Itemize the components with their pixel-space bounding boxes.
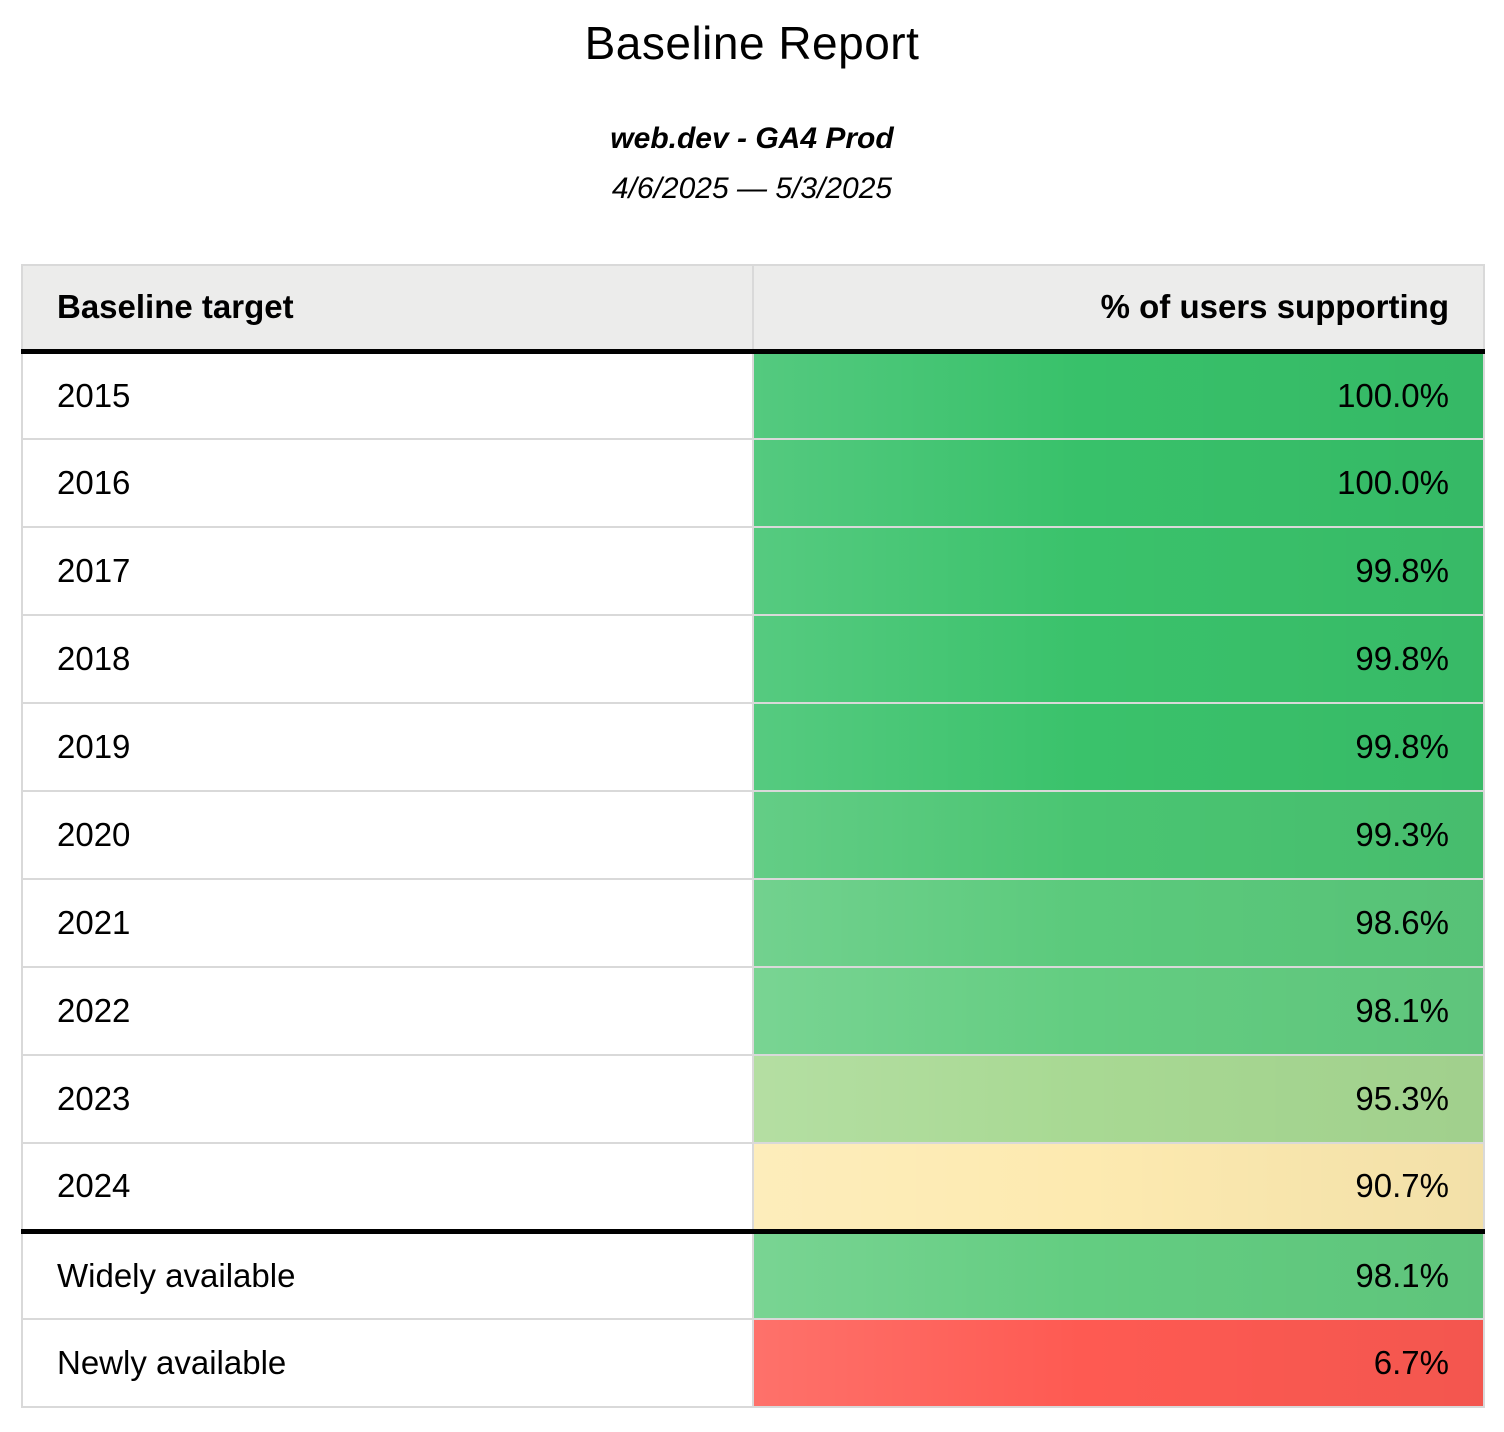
- table-row: 2016 100.0%: [21, 438, 1485, 528]
- row-value: 99.8%: [752, 614, 1485, 704]
- table-row: 2017 99.8%: [21, 526, 1485, 616]
- row-value: 90.7%: [752, 1142, 1485, 1232]
- row-label: 2020: [21, 790, 754, 880]
- row-label: 2024: [21, 1142, 754, 1232]
- row-value: 99.3%: [752, 790, 1485, 880]
- row-label: 2019: [21, 702, 754, 792]
- row-value-text: 99.8%: [1355, 728, 1449, 765]
- row-value-text: 99.8%: [1355, 552, 1449, 589]
- row-value-text: 6.7%: [1373, 1344, 1449, 1381]
- table-row: 2019 99.8%: [21, 702, 1485, 792]
- row-value: 99.8%: [752, 702, 1485, 792]
- table-row: 2018 99.8%: [21, 614, 1485, 704]
- table-row-widely-available: Widely available 98.1%: [21, 1228, 1485, 1321]
- table-row-newly-available: Newly available 6.7%: [21, 1318, 1485, 1408]
- row-value-text: 99.8%: [1355, 640, 1449, 677]
- row-value: 98.6%: [752, 878, 1485, 968]
- table-row: 2023 95.3%: [21, 1054, 1485, 1144]
- row-value: 100.0%: [752, 438, 1485, 528]
- row-label: 2015: [21, 350, 754, 440]
- table-row: 2015 100.0%: [21, 350, 1485, 440]
- table-row: 2024 90.7%: [21, 1142, 1485, 1232]
- row-value-text: 100.0%: [1337, 376, 1449, 414]
- row-value-text: 98.6%: [1355, 904, 1449, 941]
- row-value: 98.1%: [752, 1228, 1485, 1321]
- row-value: 100.0%: [752, 350, 1485, 440]
- row-value: 99.8%: [752, 526, 1485, 616]
- column-header-percent-supporting: % of users supporting: [752, 264, 1485, 354]
- table-header-row: Baseline target % of users supporting: [21, 264, 1485, 354]
- report-date-range: 4/6/2025 — 5/3/2025: [611, 172, 893, 205]
- row-label: 2021: [21, 878, 754, 968]
- row-value-text: 90.7%: [1355, 1167, 1449, 1205]
- row-value-text: 100.0%: [1337, 464, 1449, 501]
- row-label: 2022: [21, 966, 754, 1056]
- row-value-text: 98.1%: [1355, 992, 1449, 1029]
- row-value: 6.7%: [752, 1318, 1485, 1408]
- row-label: 2023: [21, 1054, 754, 1144]
- row-value: 98.1%: [752, 966, 1485, 1056]
- baseline-table: Baseline target % of users supporting 20…: [21, 264, 1485, 1408]
- table-row: 2022 98.1%: [21, 966, 1485, 1056]
- row-value-text: 98.1%: [1355, 1256, 1449, 1294]
- report-subtitle: web.dev - GA4 Prod: [610, 122, 894, 155]
- table-row: 2020 99.3%: [21, 790, 1485, 880]
- row-label: Widely available: [21, 1228, 754, 1320]
- column-header-baseline-target: Baseline target: [21, 264, 754, 354]
- row-value: 95.3%: [752, 1054, 1485, 1144]
- row-value-text: 95.3%: [1355, 1080, 1449, 1117]
- table-row: 2021 98.6%: [21, 878, 1485, 968]
- row-label: Newly available: [21, 1318, 754, 1408]
- row-label: 2017: [21, 526, 754, 616]
- page-title: Baseline Report: [584, 17, 920, 69]
- row-label: 2016: [21, 438, 754, 528]
- row-label: 2018: [21, 614, 754, 704]
- row-value-text: 99.3%: [1355, 816, 1449, 853]
